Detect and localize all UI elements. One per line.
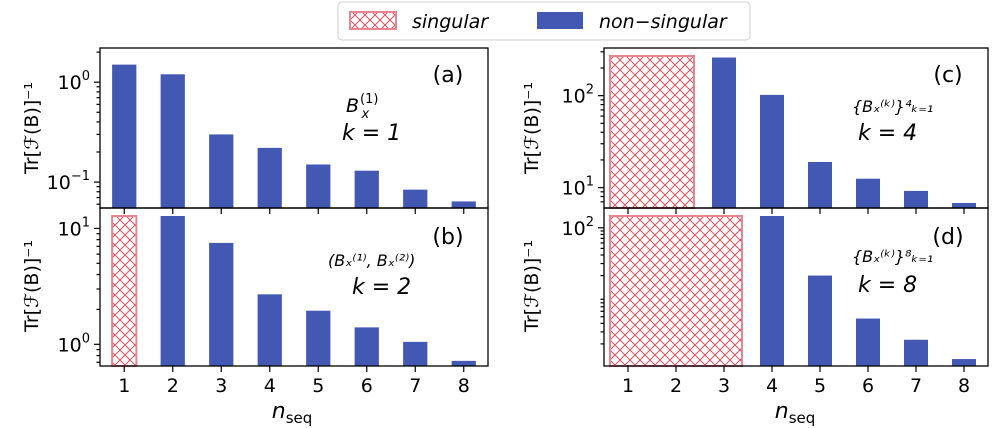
bar-c-7 (904, 190, 928, 208)
bar-a-7 (403, 189, 428, 208)
ytick-label-d-2: 102 (562, 215, 594, 240)
annotation-k-d: k = 8 (858, 273, 917, 298)
bar-c-4 (760, 94, 784, 208)
ytick-label-b-0: 100 (58, 331, 90, 356)
bar-d-4 (760, 216, 784, 366)
bar-a-3 (209, 134, 234, 208)
axes-frame-a (99, 47, 489, 209)
annotation-k-a: k = 1 (342, 121, 401, 146)
legend-nonsingular-label: non−singular (599, 11, 728, 33)
bar-b-7 (403, 341, 428, 366)
panel-b: 101 100 1 2 3 4 5 6 7 8 (b) (Bₓ⁽¹⁾, Bₓ⁽²⁾) k = 2 (58, 207, 489, 397)
xtick-label-d-8: 8 (958, 375, 970, 397)
xtick-label-b-6: 6 (361, 375, 373, 397)
xtick-label-b-7: 7 (409, 375, 421, 397)
xtick-label-b-5: 5 (312, 375, 324, 397)
xtick-label-b-1: 1 (118, 375, 130, 397)
bar-b-8 (451, 360, 476, 366)
bar-b-2 (160, 216, 185, 366)
ylabel-c: Tr[ℱ(B)]⁻¹ (521, 82, 543, 175)
axes-frame-b (99, 207, 489, 367)
ytick-label-c-2: 102 (562, 83, 594, 108)
bar-a-4 (257, 147, 282, 208)
xtick-label-d-3: 3 (718, 375, 730, 397)
singular-region-d (609, 215, 743, 367)
xtick-label-b-3: 3 (215, 375, 227, 397)
xtick-label-b-4: 4 (264, 375, 276, 397)
xlabel-right: nseq (775, 399, 816, 427)
xtick-label-d-2: 2 (670, 375, 682, 397)
bar-a-6 (354, 170, 379, 208)
bar-a-5 (306, 164, 331, 208)
bar-d-7 (904, 339, 928, 366)
annotation-d: {Bₓ⁽ᵏ⁾}⁸ₖ₌₁ (852, 247, 933, 266)
panel-label-d: (d) (932, 225, 963, 250)
ytick-label-a-0: 100 (58, 69, 90, 94)
singular-region-b (111, 215, 138, 367)
panel-a: 100 10−1 (a) B(1) xk = 1 (47, 47, 489, 214)
singular-region-c (609, 55, 695, 209)
xtick-label-d-6: 6 (862, 375, 874, 397)
bar-d-6 (856, 318, 880, 366)
legend: singular non−singular (337, 1, 751, 41)
panel-label-a: (a) (433, 63, 464, 88)
legend-nonsingular-swatch (537, 12, 583, 29)
bar-c-6 (856, 178, 880, 208)
ytick-label-c-1: 101 (562, 175, 594, 200)
axes-frame-d (603, 207, 989, 367)
xtick-label-b-2: 2 (167, 375, 179, 397)
xtick-label-b-8: 8 (458, 375, 470, 397)
annotation-b: (Bₓ⁽¹⁾, Bₓ⁽²⁾) (328, 251, 415, 270)
bar-c-3 (712, 57, 736, 209)
legend-singular-swatch (349, 11, 397, 30)
bar-a-8 (451, 201, 476, 208)
xlabel-left: nseq (272, 399, 313, 427)
ytick-label-b-1: 101 (58, 215, 90, 240)
xtick-label-d-7: 7 (910, 375, 922, 397)
panel-label-b: (b) (432, 225, 463, 250)
bar-c-5 (808, 161, 832, 208)
panel-label-c: (c) (933, 63, 962, 88)
bar-c-8 (952, 203, 976, 208)
xtick-label-d-1: 1 (622, 375, 634, 397)
ytick-label-a-−1: 10−1 (47, 169, 90, 194)
panel-d: 102 1 2 3 4 5 6 7 8 (d){Bₓ⁽ᵏ⁾}⁸ₖ₌₁ k = 8 (562, 207, 989, 397)
annotation-a: B(1) x (346, 92, 378, 122)
ylabel-a: Tr[ℱ(B)]⁻¹ (21, 82, 43, 175)
xtick-label-d-4: 4 (766, 375, 778, 397)
panel-c: 102 101 (c){Bₓ⁽ᵏ⁾}⁴ₖ₌₁ k = 4 (562, 47, 989, 214)
annotation-k-b: k = 2 (352, 275, 411, 300)
bar-d-8 (952, 359, 976, 366)
ylabel-d: Tr[ℱ(B)]⁻¹ (521, 240, 543, 333)
bar-b-5 (306, 310, 331, 366)
bar-a-1 (112, 64, 137, 208)
ylabel-b: Tr[ℱ(B)]⁻¹ (21, 240, 43, 333)
bar-b-3 (209, 242, 234, 366)
bar-b-6 (354, 327, 379, 366)
annotation-c: {Bₓ⁽ᵏ⁾}⁴ₖ₌₁ (852, 97, 933, 116)
xtick-label-d-5: 5 (814, 375, 826, 397)
bar-a-2 (160, 74, 185, 208)
bar-b-4 (257, 294, 282, 366)
annotation-k-c: k = 4 (858, 121, 917, 146)
bar-d-5 (808, 275, 832, 366)
legend-singular-label: singular (412, 11, 489, 33)
